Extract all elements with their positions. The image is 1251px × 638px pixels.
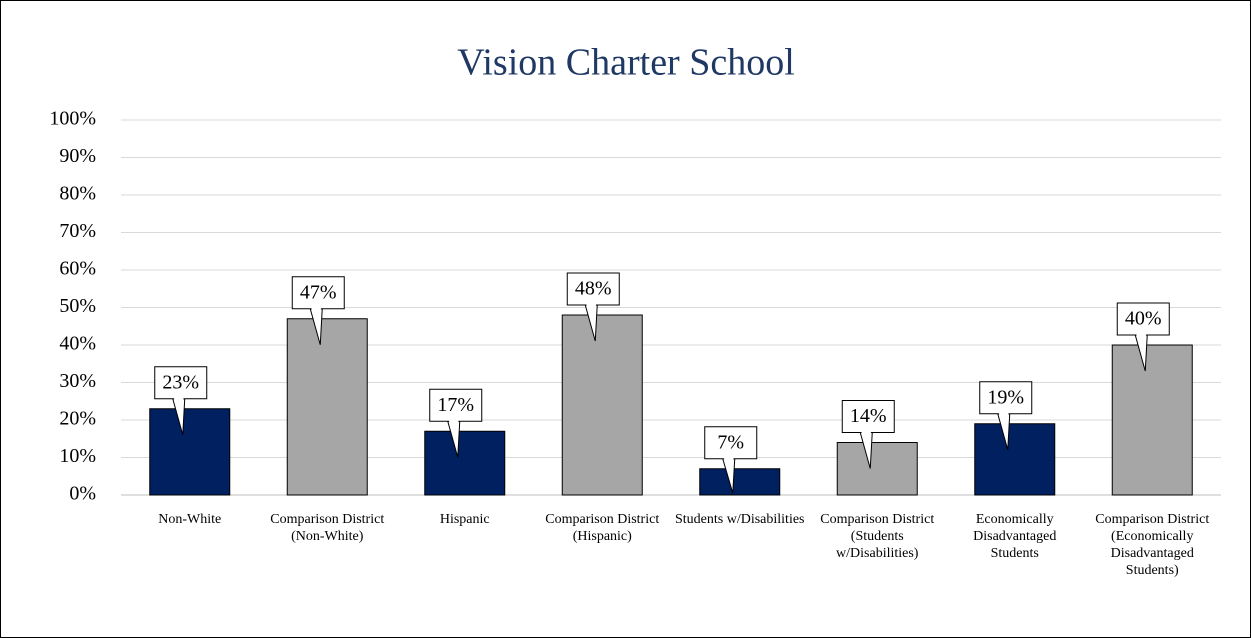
data-label: 23% xyxy=(162,371,199,393)
callout-box xyxy=(429,388,483,422)
callout-joint xyxy=(173,397,184,401)
y-tick-label: 60% xyxy=(59,258,96,280)
bar xyxy=(286,318,368,496)
callout-box xyxy=(154,366,208,400)
x-tick-label: Hispanic xyxy=(439,512,490,527)
callout-joint xyxy=(998,412,1009,416)
bar xyxy=(836,442,918,496)
data-label: 19% xyxy=(987,386,1024,408)
bar xyxy=(561,314,643,496)
data-label: 17% xyxy=(437,394,474,416)
callout-box xyxy=(291,276,345,310)
x-tick-label: Comparison District (Economically Disadv… xyxy=(1095,512,1210,578)
callout-box xyxy=(1116,302,1170,336)
y-tick-label: 40% xyxy=(59,333,96,355)
y-tick-label: 50% xyxy=(59,295,96,317)
callout-joint xyxy=(586,304,597,307)
callout-joint xyxy=(1136,334,1147,337)
callout-box xyxy=(566,272,620,306)
y-tick-label: 90% xyxy=(59,145,96,167)
callout-box xyxy=(704,426,758,460)
y-tick-label: 0% xyxy=(69,483,96,505)
bar xyxy=(974,423,1056,496)
x-tick-label: Comparison District (Students w/Disabili… xyxy=(820,512,935,561)
data-label: 7% xyxy=(717,431,744,453)
y-tick-label: 10% xyxy=(59,445,96,467)
callout-joint xyxy=(311,307,322,311)
y-tick-label: 80% xyxy=(59,183,96,205)
data-label: 40% xyxy=(1125,308,1162,330)
y-tick-label: 20% xyxy=(59,408,96,430)
data-label: 48% xyxy=(575,278,612,300)
y-tick-label: 30% xyxy=(59,370,96,392)
bar xyxy=(699,468,781,496)
x-tick-label: Comparison District (Hispanic) xyxy=(545,512,660,544)
callout-joint xyxy=(861,431,872,435)
callout-box xyxy=(979,381,1033,415)
bar xyxy=(424,430,506,496)
data-label: 47% xyxy=(300,281,337,303)
bar xyxy=(1111,344,1193,496)
x-tick-label: Economically Disadvantaged Students xyxy=(973,512,1057,561)
callout-joint xyxy=(723,457,734,461)
x-tick-label: Comparison District (Non-White) xyxy=(270,512,385,544)
y-tick-label: 70% xyxy=(59,220,96,242)
callout-joint xyxy=(448,420,459,424)
x-tick-label: Students w/Disabilities xyxy=(675,512,805,527)
y-tick-label: 100% xyxy=(49,108,96,130)
bar xyxy=(149,408,231,496)
data-label: 14% xyxy=(850,405,887,427)
x-tick-label: Non-White xyxy=(158,512,222,527)
chart-title: Vision Charter School xyxy=(457,42,795,84)
callout-box xyxy=(841,400,895,433)
